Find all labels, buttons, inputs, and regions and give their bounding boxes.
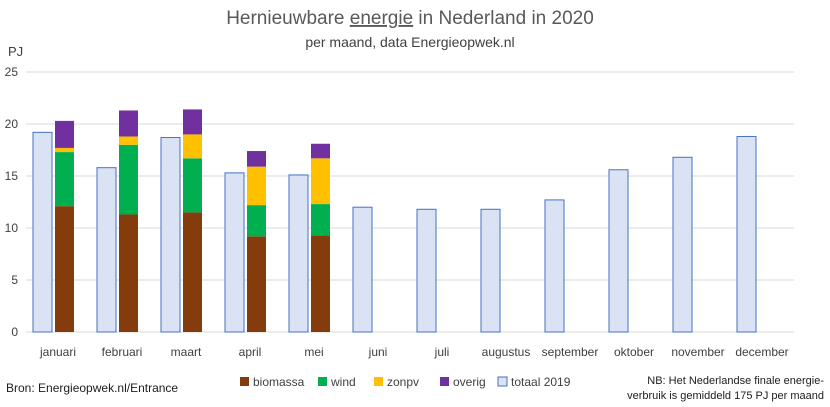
bar-totaal-2019 — [160, 137, 181, 333]
bar-totaal-2019 — [288, 174, 309, 333]
legend-swatch-wind — [318, 377, 327, 386]
bar-wind — [183, 158, 202, 213]
y-tick-label: 10 — [5, 221, 19, 235]
y-tick-label: 5 — [11, 273, 18, 287]
x-tick-label: juni — [368, 345, 388, 359]
bar-zonpv — [119, 136, 138, 145]
y-tick-label: 15 — [5, 169, 19, 183]
x-tick-label: november — [671, 345, 724, 359]
legend-label: zonpv — [387, 375, 419, 389]
bar-biomassa — [183, 212, 202, 332]
legend-swatch-totaal-2019 — [497, 376, 508, 387]
bar-totaal-2019 — [224, 172, 245, 333]
bar-biomassa — [311, 235, 330, 332]
y-tick-label: 0 — [11, 325, 18, 339]
chart-title-part-1: Hernieuwbare — [226, 8, 350, 29]
x-tick-label: juli — [434, 345, 450, 359]
y-axis-label: PJ — [8, 44, 23, 59]
bar-totaal-2019 — [736, 135, 757, 333]
bar-wind — [311, 204, 330, 236]
y-ticks: 0 5 10 15 20 25 — [5, 65, 19, 339]
legend-label: totaal 2019 — [511, 375, 571, 389]
bar-totaal-2019 — [352, 206, 373, 333]
gridlines — [26, 71, 794, 333]
bar-biomassa — [247, 236, 266, 332]
bar-totaal-2019 — [32, 131, 53, 333]
bar-zonpv — [247, 166, 266, 206]
bar-zonpv — [183, 134, 202, 159]
x-tick-label: april — [239, 345, 262, 359]
legend-swatch-zonpv — [374, 377, 383, 386]
chart-title: Hernieuwbare energie in Nederland in 202… — [226, 8, 594, 29]
bar-overig — [183, 109, 202, 135]
chart-subtitle: per maand, data Energieopwek.nl — [305, 34, 514, 50]
note-line-1: NB: Het Nederlandse finale energie- — [647, 375, 824, 387]
bar-totaal-2019 — [96, 167, 117, 333]
bar-overig — [247, 151, 266, 167]
bar-totaal-2019 — [608, 169, 629, 333]
bar-totaal-2019 — [416, 208, 437, 333]
bar-overig — [119, 110, 138, 137]
bar-overig — [55, 120, 74, 148]
x-tick-label: oktober — [614, 345, 654, 359]
legend-label: wind — [330, 375, 356, 389]
bar-wind — [247, 205, 266, 237]
y-tick-label: 20 — [5, 117, 19, 131]
bar-totaal-2019 — [480, 208, 501, 333]
x-tick-label: augustus — [482, 345, 531, 359]
legend-label: overig — [453, 375, 486, 389]
bar-totaal-2019 — [672, 156, 693, 333]
x-ticks: januari februari maart april mei juni juli augu… — [39, 345, 789, 359]
x-tick-label: januari — [39, 345, 76, 359]
bar-overig — [311, 143, 330, 159]
legend-swatch-overig — [440, 377, 449, 386]
bar-wind — [55, 152, 74, 207]
bar-wind — [119, 144, 138, 215]
bar-biomassa — [55, 206, 74, 332]
x-tick-label: maart — [171, 345, 202, 359]
bars — [32, 109, 757, 333]
source-text: Bron: Energieopwek.nl/Entrance — [6, 381, 178, 395]
note-line-2: verbruik is gemiddeld 175 PJ per maand — [627, 390, 824, 402]
bar-biomassa — [119, 214, 138, 332]
legend-swatch-biomassa — [240, 377, 249, 386]
chart-title-part-2: energie — [350, 8, 413, 29]
chart-title-part-3: in Nederland in 2020 — [413, 8, 594, 29]
x-tick-label: februari — [102, 345, 143, 359]
x-tick-label: mei — [304, 345, 323, 359]
bar-zonpv — [311, 158, 330, 205]
y-tick-label: 25 — [5, 65, 19, 79]
bar-totaal-2019 — [544, 199, 565, 333]
x-tick-label: september — [542, 345, 599, 359]
bar-zonpv — [55, 147, 74, 153]
x-tick-label: december — [735, 345, 788, 359]
legend-label: biomassa — [253, 375, 305, 389]
legend: biomassa wind zonpv overig totaal 2019 — [240, 375, 571, 389]
